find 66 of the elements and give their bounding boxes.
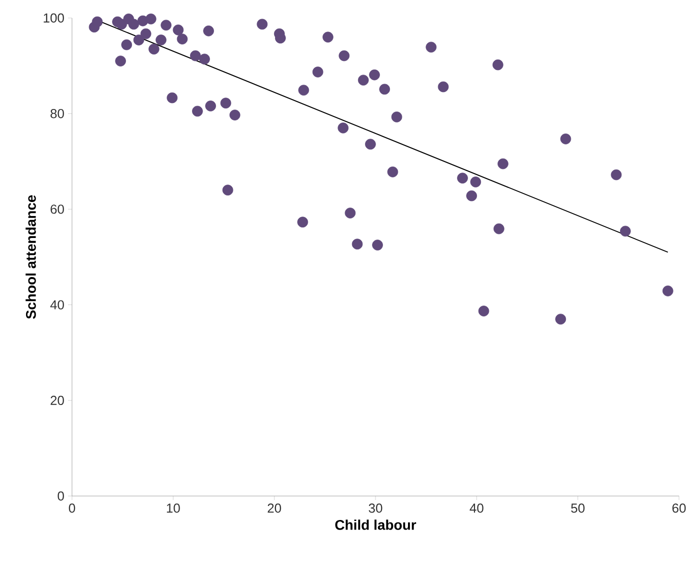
point — [256, 18, 268, 30]
x-axis-title: Child labour — [335, 520, 416, 530]
point — [662, 286, 674, 296]
point — [560, 134, 572, 144]
point — [229, 110, 240, 120]
point — [222, 184, 234, 196]
point — [391, 112, 402, 122]
x-tick-label: 30 — [368, 504, 382, 513]
point — [492, 59, 504, 70]
point — [498, 158, 508, 170]
point — [358, 74, 369, 86]
point — [176, 34, 188, 44]
point — [365, 138, 376, 150]
point — [338, 122, 349, 134]
point — [146, 14, 156, 24]
point — [148, 44, 160, 54]
point — [172, 24, 184, 36]
x-tick-label: 20 — [268, 504, 282, 513]
y-tick-label: 60 — [50, 204, 64, 214]
point — [312, 66, 324, 78]
point — [426, 42, 437, 53]
y-tick-label: 20 — [50, 396, 64, 405]
y-axis-title: School attendance — [26, 195, 36, 319]
point — [438, 81, 449, 92]
point — [160, 20, 172, 31]
point — [298, 84, 310, 96]
y-tick-label: 80 — [50, 108, 64, 118]
x-tick-label: 0 — [68, 504, 76, 513]
point — [494, 223, 504, 234]
point — [140, 28, 152, 40]
point — [92, 16, 103, 28]
point — [121, 39, 132, 50]
x-tick-label: 50 — [571, 504, 585, 513]
x-tick-label: 10 — [166, 504, 180, 513]
point — [322, 32, 334, 43]
point — [133, 34, 144, 46]
point — [190, 50, 201, 62]
point — [387, 166, 398, 178]
point — [156, 34, 166, 46]
point — [297, 216, 308, 228]
point — [115, 56, 126, 66]
point — [205, 100, 216, 112]
point — [166, 92, 178, 104]
y-tick-label: 0 — [58, 491, 64, 501]
x-tick-label: 40 — [470, 504, 484, 513]
point — [203, 26, 214, 36]
point — [192, 106, 203, 117]
point — [555, 314, 566, 325]
point — [344, 208, 356, 218]
x-tick-label: 60 — [672, 504, 686, 513]
point — [369, 69, 380, 80]
point — [379, 84, 390, 95]
y-tick-label: 40 — [50, 300, 64, 310]
point — [372, 240, 383, 250]
point — [478, 306, 490, 316]
point — [470, 176, 482, 188]
point — [466, 190, 478, 202]
point — [457, 172, 468, 184]
point — [338, 50, 350, 62]
point — [199, 54, 210, 65]
point — [610, 169, 622, 180]
y-tick-label: 100 — [44, 13, 64, 23]
point — [352, 238, 363, 250]
point — [620, 226, 631, 237]
point — [128, 18, 140, 30]
point — [220, 98, 232, 108]
